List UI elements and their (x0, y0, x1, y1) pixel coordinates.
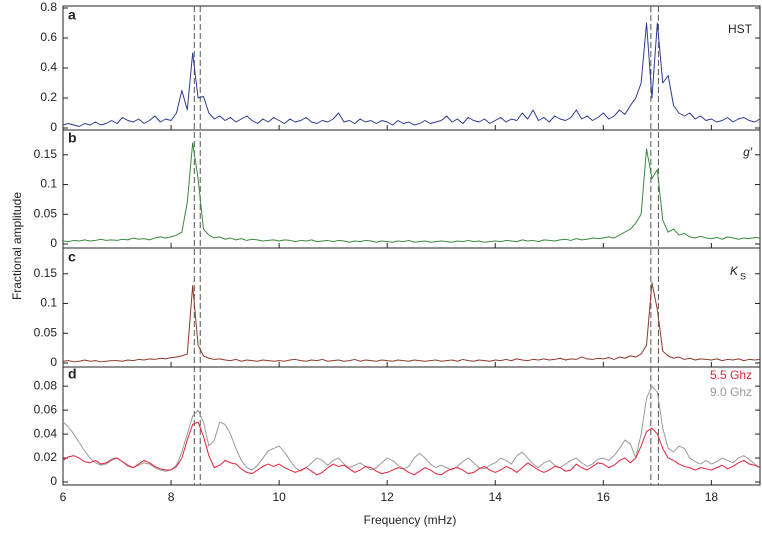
panel-letter: c (68, 249, 76, 265)
panel-letter: a (68, 7, 76, 23)
legend-entry: 5.5 Ghz (710, 368, 752, 382)
x-tick-label: 12 (381, 490, 395, 504)
y-tick-label: 0.8 (40, 0, 57, 14)
x-tick-label: 18 (705, 490, 719, 504)
x-tick-label: 16 (597, 490, 611, 504)
panel-letter: b (68, 130, 77, 146)
y-tick-label: 0.2 (40, 90, 57, 104)
series-line (62, 282, 761, 363)
y-tick-label: 0.6 (40, 30, 57, 44)
series-line (62, 142, 761, 243)
x-axis-label: Frequency (mHz) (364, 513, 457, 527)
x-tick-label: 8 (168, 490, 175, 504)
y-tick-label: 0.1 (40, 177, 57, 191)
series-line (62, 421, 761, 476)
panel-letter: d (68, 366, 77, 382)
y-tick-label: 0.15 (34, 147, 58, 161)
x-tick-label: 10 (272, 490, 286, 504)
y-tick-label: 0.1 (40, 296, 57, 310)
plot-frame (62, 5, 761, 486)
series-label: HST (728, 22, 753, 36)
y-tick-label: 0.15 (34, 266, 58, 280)
y-tick-label: 0 (50, 474, 57, 488)
y-tick-label: 0.06 (34, 402, 58, 416)
y-tick-label: 0.04 (34, 426, 58, 440)
x-tick-label: 6 (60, 490, 67, 504)
series-line (62, 385, 761, 472)
y-tick-label: 0.05 (34, 325, 58, 339)
series-label: K (730, 264, 739, 278)
y-tick-label: 0.05 (34, 206, 58, 220)
series-line (62, 22, 761, 127)
y-axis-label: Fractional amplitude (10, 192, 24, 300)
y-tick-label: 0 (50, 236, 57, 250)
y-tick-label: 0 (50, 355, 57, 369)
legend-entry: 9.0 Ghz (710, 385, 752, 399)
y-tick-label: 0 (50, 120, 57, 134)
series-label: g′ (743, 145, 753, 159)
y-tick-label: 0.02 (34, 450, 58, 464)
series-label-subscript: S (740, 271, 746, 281)
x-tick-label: 14 (489, 490, 503, 504)
y-tick-label: 0.08 (34, 378, 58, 392)
y-tick-label: 0.4 (40, 60, 57, 74)
